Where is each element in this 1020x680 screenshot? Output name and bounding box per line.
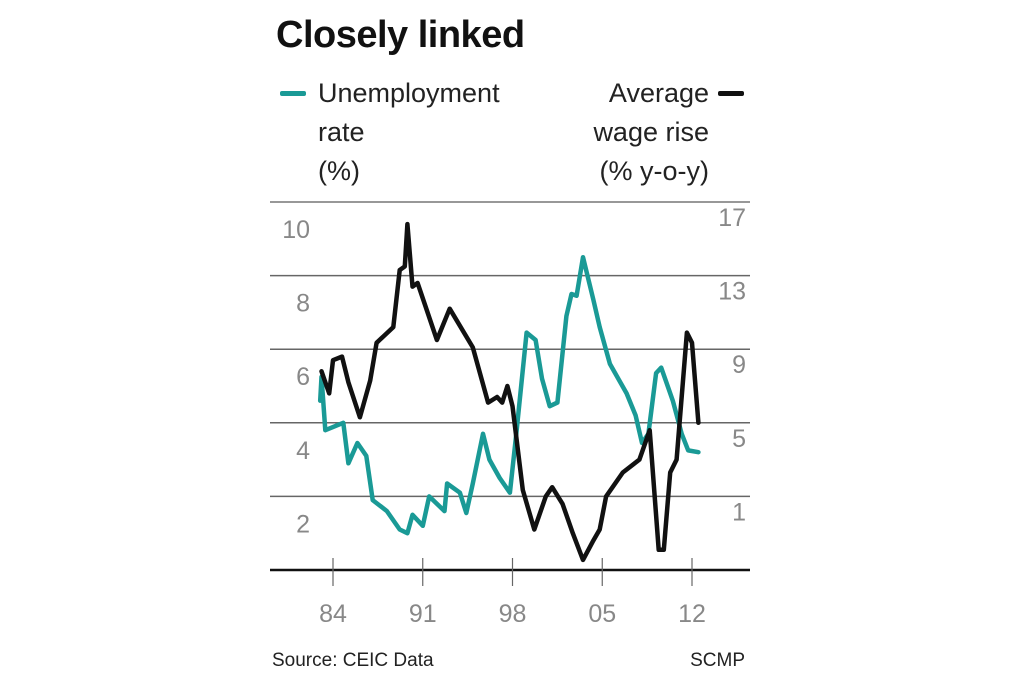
legend-line: Average — [608, 78, 709, 108]
legend-unemployment: Unemployment rate (%) — [318, 74, 500, 191]
y-right-tick-label: 5 — [732, 425, 746, 453]
y-left-tick-label: 6 — [296, 363, 310, 391]
y-left-tick-label: 2 — [296, 510, 310, 538]
wage-rise-line — [319, 221, 701, 563]
legend-wage: Average wage rise (% y-o-y) — [593, 74, 709, 191]
x-tick-label: 91 — [409, 600, 437, 628]
y-right-tick-label: 17 — [718, 204, 746, 232]
y-left-tick-label: 10 — [282, 216, 310, 244]
y-left-tick-label: 4 — [296, 437, 310, 465]
legend-line: rate — [318, 117, 365, 147]
y-right-tick-label: 13 — [718, 278, 746, 306]
legend-line: (% y-o-y) — [599, 156, 710, 186]
y-left-tick-label: 8 — [296, 290, 310, 318]
credit: SCMP — [690, 650, 745, 671]
legend-line: wage rise — [593, 117, 709, 147]
x-tick-label: 05 — [588, 600, 616, 628]
x-tick-label: 12 — [678, 600, 706, 628]
x-tick-label: 84 — [319, 600, 347, 628]
y-right-tick-label: 9 — [732, 351, 746, 379]
unemployment-line — [317, 254, 701, 536]
legend-swatch-unemployment — [280, 91, 306, 96]
source-note: Source: CEIC Data — [272, 650, 434, 671]
legend-line: (%) — [318, 156, 360, 186]
legend-swatch-wage — [718, 91, 744, 96]
chart-title: Closely linked — [276, 14, 525, 56]
x-tick-label: 98 — [499, 600, 527, 628]
legend-line: Unemployment — [318, 78, 500, 108]
y-right-tick-label: 1 — [732, 498, 746, 526]
